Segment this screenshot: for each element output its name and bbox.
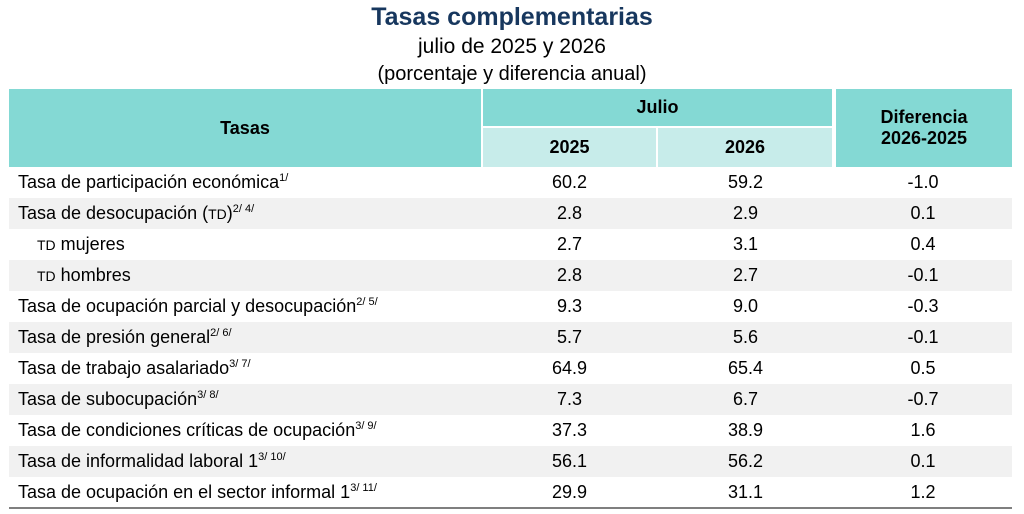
row-label-text: )	[226, 203, 233, 223]
row-label-text: Tasa de participación económica	[18, 172, 280, 192]
value-diferencia: 0.1	[910, 203, 936, 223]
row-label-text: Tasa de ocupación parcial y desocupación	[18, 296, 357, 316]
header-diferencia: Diferencia 2026-2025	[832, 89, 1013, 167]
row-label-text: hombres	[55, 265, 131, 285]
value-2026: 5.6	[732, 327, 759, 347]
value-2026: 9.0	[732, 296, 759, 316]
row-label-text: Tasa de condiciones críticas de ocupació…	[18, 420, 356, 440]
value-2025: 9.3	[556, 296, 583, 316]
row-label-text: TD	[37, 268, 56, 284]
table-row: Tasa de trabajo asalariado3/ 7/64.9 65.4 0…	[9, 353, 1012, 384]
value-diferencia: 0.5	[910, 358, 936, 378]
header-tasas: Tasas	[9, 89, 482, 167]
value-2026: 65.4	[727, 358, 764, 378]
row-label-text: Tasa de desocupación (	[18, 203, 209, 223]
value-2025: 64.9	[551, 358, 588, 378]
row-label-text: mujeres	[55, 234, 125, 254]
table-body: Tasa de participación económica1/60.2 59.…	[9, 167, 1013, 508]
value-2026: 56.2	[727, 451, 764, 471]
row-label: Tasa de desocupación (TD)2/ 4/	[9, 198, 482, 229]
rates-table: Tasas Julio Diferencia 2026-2025 2025 20…	[9, 89, 1013, 509]
table-row: Tasa de informalidad laboral 13/ 10/56.1…	[9, 446, 1013, 477]
header-year-2026: 2026	[655, 126, 835, 167]
value-2025: 60.2	[551, 172, 588, 192]
value-diferencia: 0.4	[910, 234, 936, 254]
footnote-ref: 2/ 4/	[232, 203, 255, 215]
row-label-text: Tasa de informalidad laboral 1	[18, 451, 259, 471]
value-2026: 2.7	[732, 265, 759, 285]
footnote-ref: 2/ 5/	[356, 296, 378, 308]
table-row: Tasa de condiciones críticas de ocupació…	[9, 415, 1012, 446]
value-diferencia: -0.1	[907, 265, 939, 285]
page-subtitle-units: (porcentaje y diferencia anual)	[377, 63, 647, 85]
table-row: Tasa de ocupación en el sector informal …	[9, 477, 1013, 508]
table-row: TD mujeres 2.7 3.1 0.4	[9, 229, 1012, 260]
page-title: Tasas complementarias	[371, 3, 653, 31]
table-row: Tasa de presión general2/ 6/5.7 5.6 -0.1	[9, 322, 1013, 353]
value-diferencia: -1.0	[907, 172, 939, 192]
value-2025: 56.1	[551, 451, 588, 471]
value-2025: 37.3	[551, 420, 588, 440]
table-row: Tasa de desocupación (TD)2/ 4/2.8 2.9 0.1	[9, 198, 1013, 229]
table-row: Tasa de subocupación3/ 8/7.3 6.7 -0.7	[9, 384, 1013, 415]
row-label: TD hombres	[9, 260, 482, 291]
value-2025: 5.7	[556, 327, 583, 347]
row-label: Tasa de subocupación3/ 8/	[9, 384, 482, 415]
value-2026: 2.9	[732, 203, 759, 223]
footnote-ref: 1/	[279, 172, 289, 184]
value-2025: 29.9	[551, 481, 588, 502]
row-label: Tasa de participación económica1/	[9, 167, 482, 198]
header-diferencia-line1: Diferencia	[880, 107, 968, 127]
row-label: TD mujeres	[9, 229, 482, 260]
row-label: Tasa de presión general2/ 6/	[9, 322, 482, 353]
value-diferencia: -0.3	[907, 296, 939, 316]
table-row: TD hombres 2.8 2.7 -0.1	[9, 260, 1013, 291]
row-label-text: Tasa de subocupación	[18, 389, 198, 409]
value-2026: 31.1	[727, 481, 764, 502]
footnote-ref: 3/ 8/	[197, 389, 219, 401]
value-diferencia: 1.6	[910, 420, 936, 440]
row-label: Tasa de condiciones críticas de ocupació…	[9, 415, 482, 446]
value-diferencia: 1.2	[910, 481, 936, 502]
row-label: Tasa de ocupación parcial y desocupación…	[9, 291, 482, 322]
value-2026: 38.9	[727, 420, 764, 440]
page-subtitle: julio de 2025 y 2026	[418, 35, 606, 58]
row-label: Tasa de ocupación en el sector informal …	[9, 477, 482, 508]
header-year-2025: 2025	[481, 126, 657, 167]
footnote-ref: 3/ 10/	[258, 451, 286, 463]
header-julio: Julio	[480, 89, 835, 127]
table-row: Tasa de ocupación parcial y desocupación…	[9, 291, 1012, 322]
footnote-ref: 3/ 7/	[229, 358, 251, 370]
row-label-text: Tasa de presión general	[18, 327, 211, 347]
row-label-text: Tasa de ocupación en el sector informal …	[18, 481, 351, 502]
value-2025: 2.7	[556, 234, 583, 254]
row-label-text: TD	[208, 206, 227, 222]
row-label: Tasa de informalidad laboral 13/ 10/	[9, 446, 482, 477]
footnote-ref: 2/ 6/	[210, 327, 232, 339]
value-2026: 3.1	[732, 234, 759, 254]
value-diferencia: -0.1	[907, 327, 939, 347]
value-2025: 7.3	[556, 389, 583, 409]
footnote-ref: 3/ 9/	[355, 420, 377, 432]
row-label-text: Tasa de trabajo asalariado	[18, 358, 230, 378]
value-diferencia: -0.7	[907, 389, 939, 409]
header-diferencia-line2: 2026-2025	[880, 128, 968, 148]
row-label-text: TD	[37, 237, 56, 253]
row-label: Tasa de trabajo asalariado3/ 7/	[9, 353, 482, 384]
value-2026: 6.7	[732, 389, 759, 409]
value-2025: 2.8	[556, 203, 583, 223]
value-2025: 2.8	[556, 265, 583, 285]
value-2026: 59.2	[727, 172, 764, 192]
table-row: Tasa de participación económica1/60.2 59.…	[9, 167, 1012, 198]
footnote-ref: 3/ 11/	[350, 481, 377, 494]
value-diferencia: 0.1	[910, 451, 936, 471]
